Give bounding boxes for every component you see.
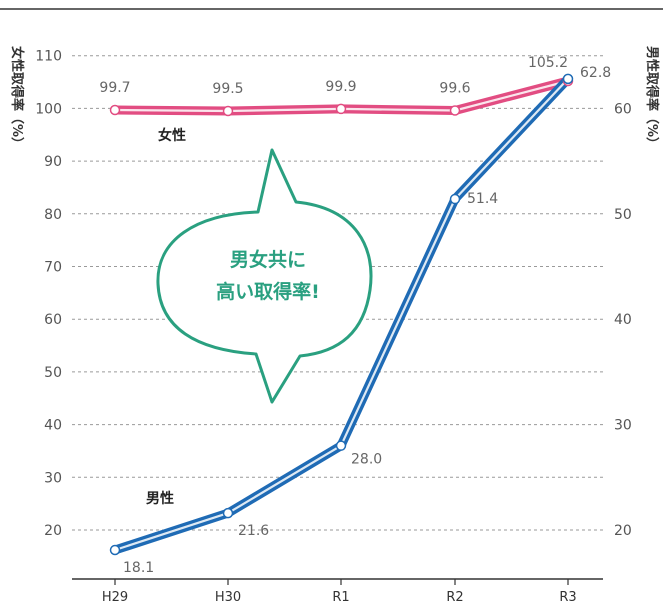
data-label: 28.0 <box>351 452 382 468</box>
data-point <box>335 440 347 451</box>
data-label: 99.9 <box>325 79 356 95</box>
callout-bubble: 男女共に 高い取得率! <box>156 148 373 404</box>
x-tick-label: R3 <box>559 590 576 605</box>
data-label: 21.6 <box>238 523 269 539</box>
left-tick-label: 100 <box>35 101 62 117</box>
data-label: 99.7 <box>99 80 130 96</box>
data-label: 99.5 <box>212 81 243 97</box>
left-y-ticks: 20 30 40 50 60 70 80 90 100 110 <box>35 49 62 539</box>
right-tick-label: 40 <box>614 312 632 328</box>
left-tick-label: 50 <box>44 365 62 381</box>
x-tick-label: R1 <box>332 590 349 605</box>
data-point <box>222 105 234 117</box>
series-name-women: 女性 <box>158 127 186 144</box>
data-label: 105.2 <box>528 55 568 71</box>
data-label: 18.1 <box>123 560 154 576</box>
left-tick-label: 40 <box>44 418 62 434</box>
data-label: 62.8 <box>580 65 611 81</box>
right-axis-title: 男性取得率（%） <box>644 46 660 150</box>
x-tick-label: R2 <box>446 590 463 605</box>
x-axis-ticks: H29 H30 R1 R2 R3 <box>102 579 577 605</box>
data-label: 99.6 <box>439 81 470 97</box>
left-tick-label: 60 <box>44 312 62 328</box>
data-label: 51.4 <box>467 191 498 207</box>
series-name-men: 男性 <box>146 490 174 507</box>
left-tick-label: 90 <box>44 154 62 170</box>
left-tick-label: 30 <box>44 470 62 486</box>
right-tick-label: 50 <box>614 207 632 223</box>
right-tick-label: 20 <box>614 523 632 539</box>
left-axis-title: 女性取得率（%） <box>9 46 25 150</box>
data-point <box>109 104 121 116</box>
data-point <box>449 193 461 205</box>
callout-line-1: 男女共に <box>230 248 306 271</box>
series-points <box>109 73 574 556</box>
callout-line-2: 高い取得率! <box>216 280 320 303</box>
data-point <box>449 105 461 116</box>
right-tick-label: 60 <box>614 101 632 117</box>
x-tick-label: H29 <box>102 590 128 605</box>
left-tick-label: 70 <box>44 260 62 276</box>
data-point <box>335 103 347 115</box>
right-y-ticks: 20 30 40 50 60 <box>614 101 632 539</box>
data-labels: 99.7 99.5 99.9 99.6 105.2 18.1 21.6 28.0 51.4 62.… <box>99 55 611 576</box>
data-point <box>109 544 121 556</box>
left-tick-label: 20 <box>44 523 62 539</box>
callout-shape <box>156 148 373 404</box>
data-point <box>222 507 234 519</box>
left-tick-label: 110 <box>35 49 62 65</box>
x-tick-label: H30 <box>215 590 241 605</box>
right-tick-label: 30 <box>614 418 632 434</box>
left-tick-label: 80 <box>44 207 62 223</box>
data-point <box>562 73 574 85</box>
